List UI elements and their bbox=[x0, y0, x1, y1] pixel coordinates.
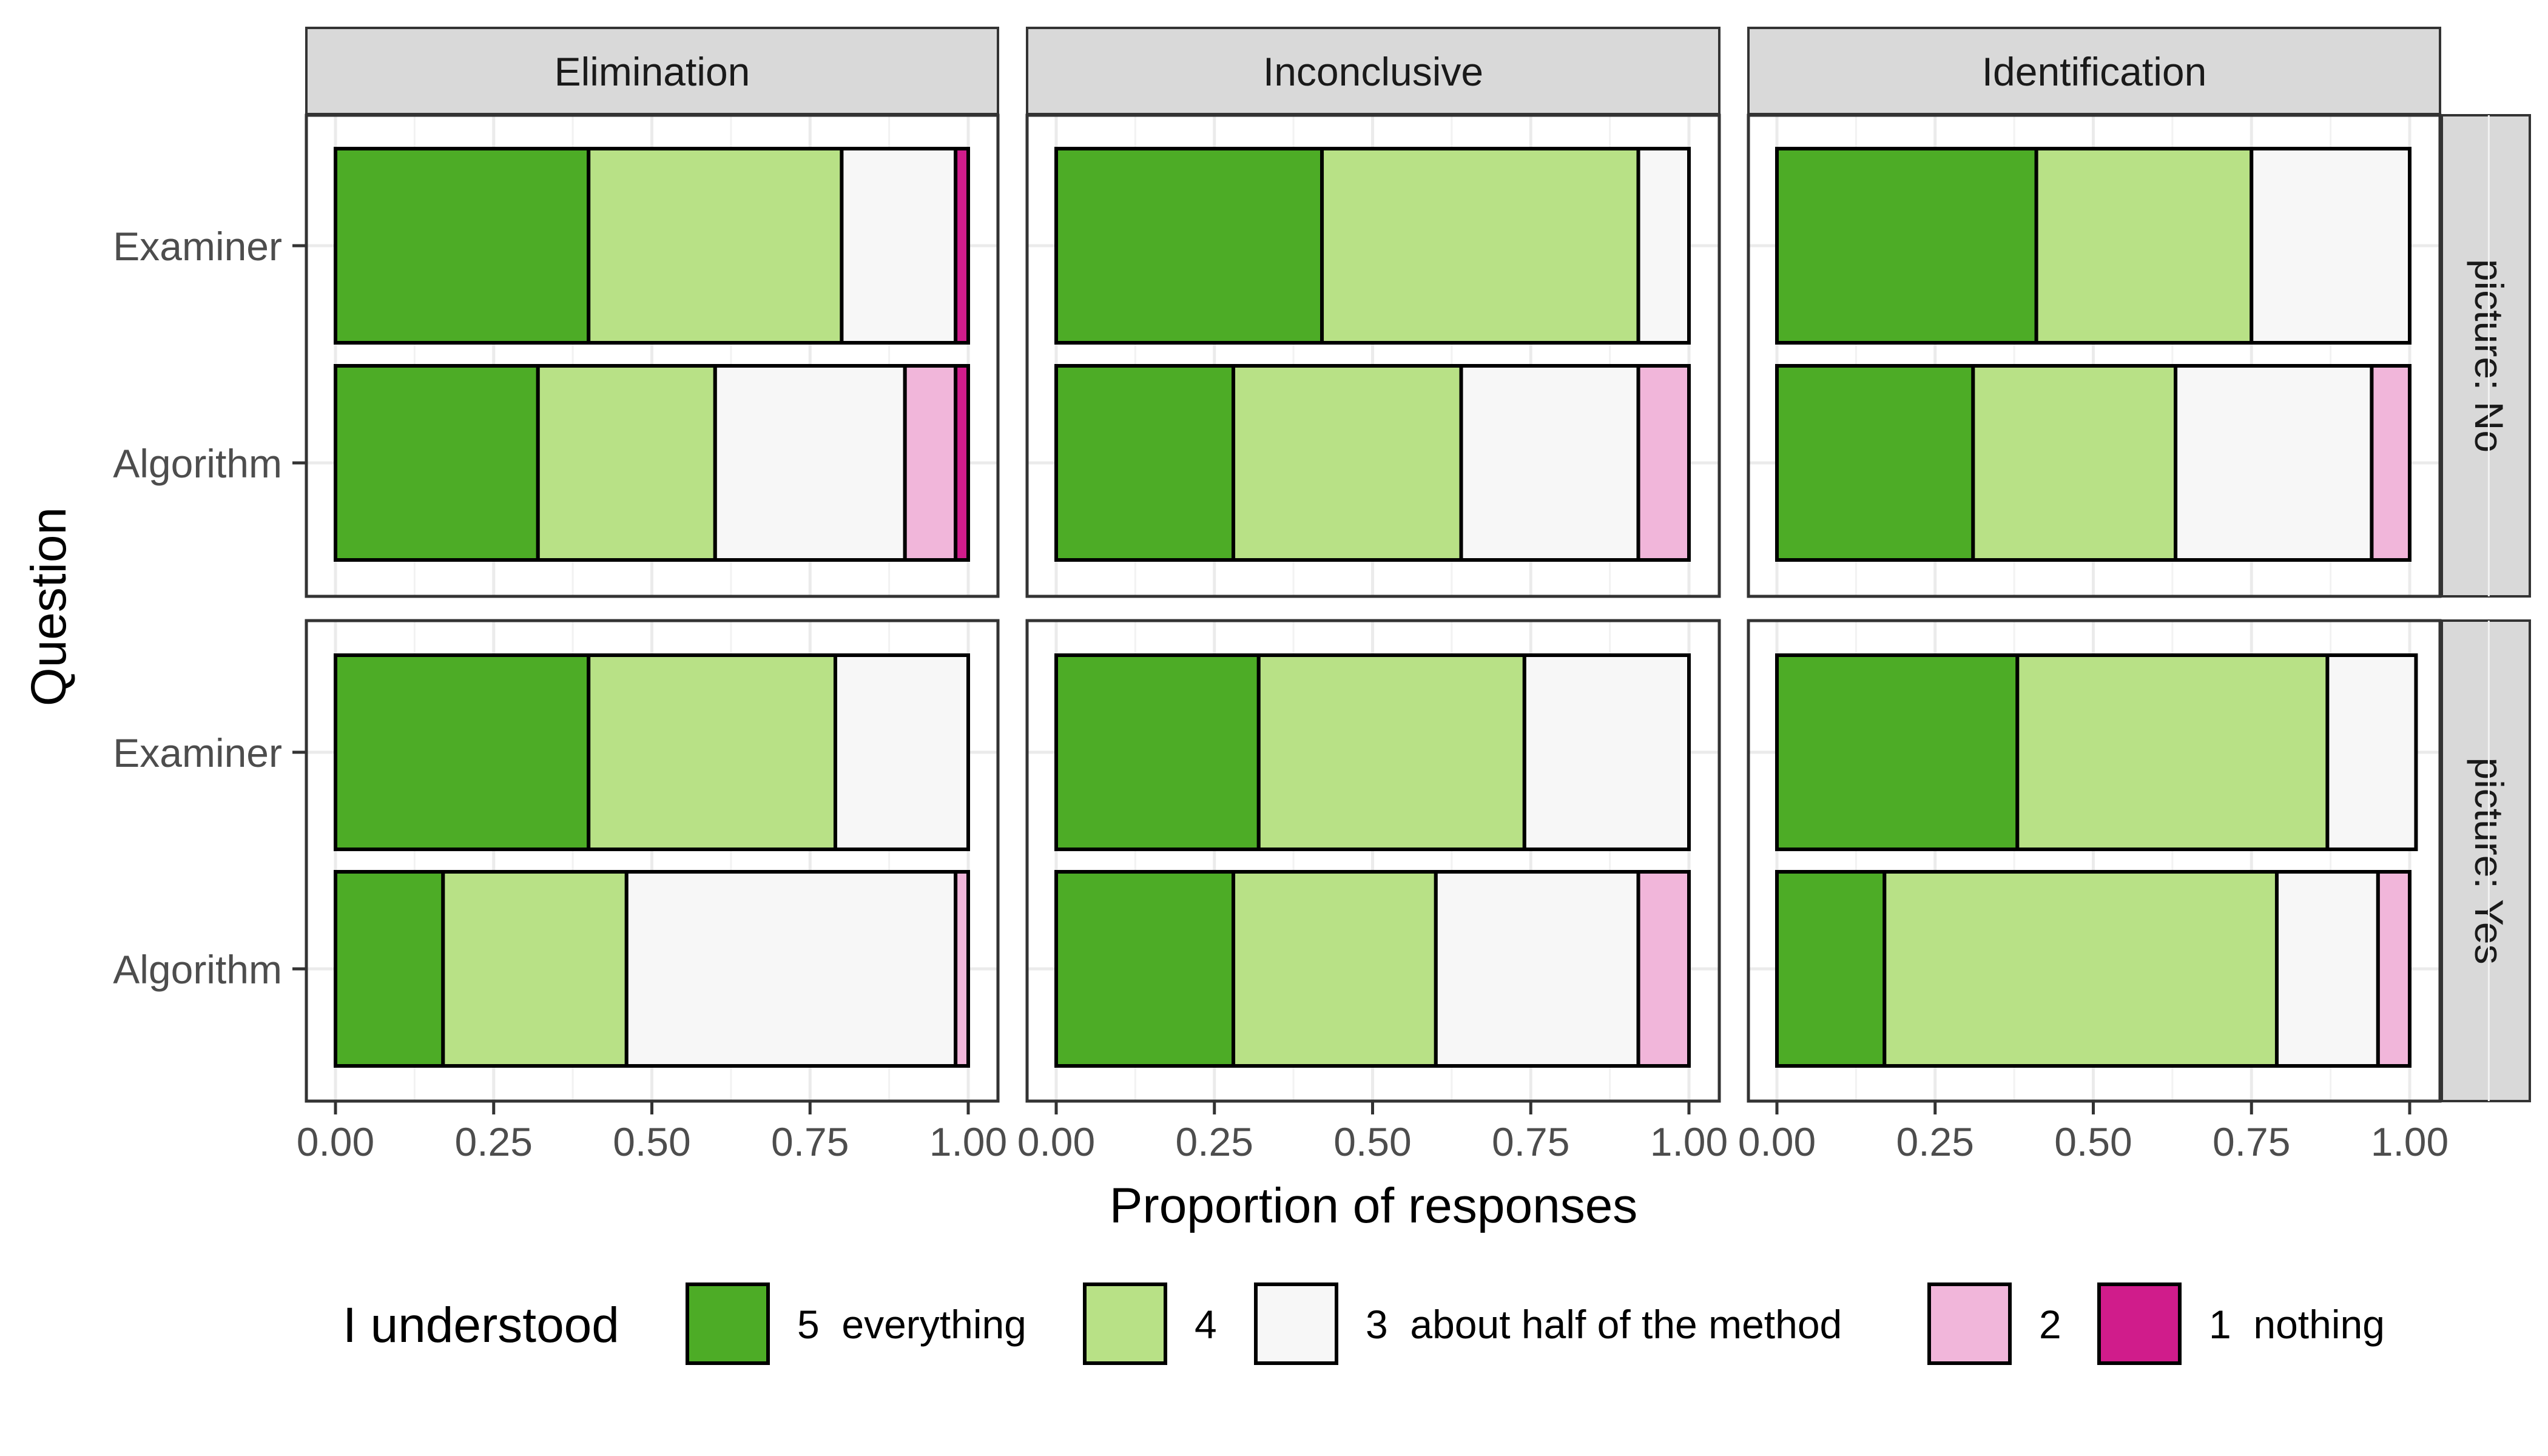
bar-segment bbox=[334, 364, 540, 562]
x-tick-label: 0.00 bbox=[297, 1119, 374, 1164]
x-tick-label: 0.25 bbox=[455, 1119, 533, 1164]
y-axis-title: Question bbox=[21, 507, 76, 706]
y-tick-label: Algorithm bbox=[113, 441, 282, 486]
bar-segment bbox=[954, 147, 971, 345]
facet-column-label: Identification bbox=[1982, 49, 2207, 94]
panel-border bbox=[1747, 113, 2442, 598]
bar-segment bbox=[536, 364, 717, 562]
bar-segment bbox=[1775, 870, 1887, 1068]
bar-segment bbox=[1320, 147, 1640, 345]
bar-segment bbox=[713, 364, 907, 562]
bar-segment bbox=[1775, 147, 2038, 345]
bar-segment bbox=[903, 364, 958, 562]
bar-segment bbox=[624, 870, 958, 1068]
facet-strip bbox=[2441, 114, 2531, 598]
bar-segment bbox=[954, 364, 971, 562]
x-tick-label: 0.75 bbox=[771, 1119, 849, 1164]
bar-segment bbox=[1054, 147, 1324, 345]
legend-key bbox=[1927, 1282, 2012, 1365]
bar-segment bbox=[1775, 653, 2020, 851]
bar-segment bbox=[587, 147, 844, 345]
legend-label: 5 everything bbox=[797, 1302, 1026, 1347]
facet-strip bbox=[305, 27, 999, 115]
bar-segment bbox=[1459, 364, 1640, 562]
legend-label: 3 about half of the method bbox=[1366, 1302, 1842, 1347]
bar-segment bbox=[1054, 364, 1236, 562]
legend-key bbox=[686, 1282, 770, 1365]
panel-border bbox=[1025, 113, 1721, 598]
legend-key bbox=[1254, 1282, 1338, 1365]
x-tick-label: 0.50 bbox=[1333, 1119, 1411, 1164]
bar-segment bbox=[1971, 364, 2178, 562]
x-tick-label: 0.00 bbox=[1017, 1119, 1095, 1164]
bar-segment bbox=[334, 653, 591, 851]
facet-strip bbox=[1747, 27, 2441, 115]
x-tick-label: 0.75 bbox=[2213, 1119, 2290, 1164]
bar-segment bbox=[2274, 870, 2380, 1068]
bar-segment bbox=[2325, 653, 2418, 851]
bar-segment bbox=[2034, 147, 2254, 345]
legend-key bbox=[2097, 1282, 2182, 1365]
bar-segment bbox=[1232, 364, 1463, 562]
facet-strip bbox=[1026, 27, 1721, 115]
bar-segment bbox=[840, 147, 958, 345]
bar-segment bbox=[1636, 147, 1691, 345]
bar-segment bbox=[1882, 870, 2279, 1068]
bar-segment bbox=[2250, 147, 2412, 345]
facet-column-label: Inconclusive bbox=[1263, 49, 1483, 94]
legend-label: 1 nothing bbox=[2209, 1302, 2385, 1347]
bar-segment bbox=[334, 147, 591, 345]
bar-segment bbox=[1256, 653, 1526, 851]
bar-segment bbox=[2370, 364, 2412, 562]
bar-segment bbox=[1636, 364, 1691, 562]
legend-key bbox=[1083, 1282, 1167, 1365]
legend-label: 2 bbox=[2039, 1302, 2061, 1347]
bar-segment bbox=[441, 870, 629, 1068]
x-tick-label: 1.00 bbox=[1650, 1119, 1728, 1164]
bar-segment bbox=[1054, 870, 1236, 1068]
bar-segment bbox=[833, 653, 970, 851]
bar-segment bbox=[2015, 653, 2330, 851]
bar-segment bbox=[2174, 364, 2374, 562]
y-tick-label: Examiner bbox=[113, 224, 282, 269]
facet-column-label: Elimination bbox=[554, 49, 750, 94]
facet-strip bbox=[2441, 619, 2531, 1102]
panel-border bbox=[305, 113, 1000, 598]
bar-segment bbox=[954, 870, 971, 1068]
y-tick-label: Examiner bbox=[113, 730, 282, 775]
bar-segment bbox=[1054, 653, 1261, 851]
x-tick-label: 0.25 bbox=[1176, 1119, 1253, 1164]
x-tick-label: 0.25 bbox=[1896, 1119, 1974, 1164]
bar-segment bbox=[1434, 870, 1640, 1068]
bar-segment bbox=[1522, 653, 1691, 851]
y-tick-label: Algorithm bbox=[113, 947, 282, 992]
bar-segment bbox=[334, 870, 445, 1068]
bar-segment bbox=[1636, 870, 1691, 1068]
x-tick-label: 1.00 bbox=[2371, 1119, 2449, 1164]
legend-label: 4 bbox=[1195, 1302, 1217, 1347]
bar-segment bbox=[1775, 364, 1975, 562]
bar-segment bbox=[587, 653, 837, 851]
x-axis-title: Proportion of responses bbox=[1110, 1178, 1638, 1233]
bar-segment bbox=[2376, 870, 2412, 1068]
x-tick-label: 0.00 bbox=[1738, 1119, 1816, 1164]
x-tick-label: 0.50 bbox=[2054, 1119, 2132, 1164]
bar-segment bbox=[1232, 870, 1438, 1068]
x-tick-label: 1.00 bbox=[929, 1119, 1007, 1164]
legend-title: I understood bbox=[343, 1298, 619, 1353]
x-tick-label: 0.50 bbox=[613, 1119, 690, 1164]
x-tick-label: 0.75 bbox=[1492, 1119, 1569, 1164]
